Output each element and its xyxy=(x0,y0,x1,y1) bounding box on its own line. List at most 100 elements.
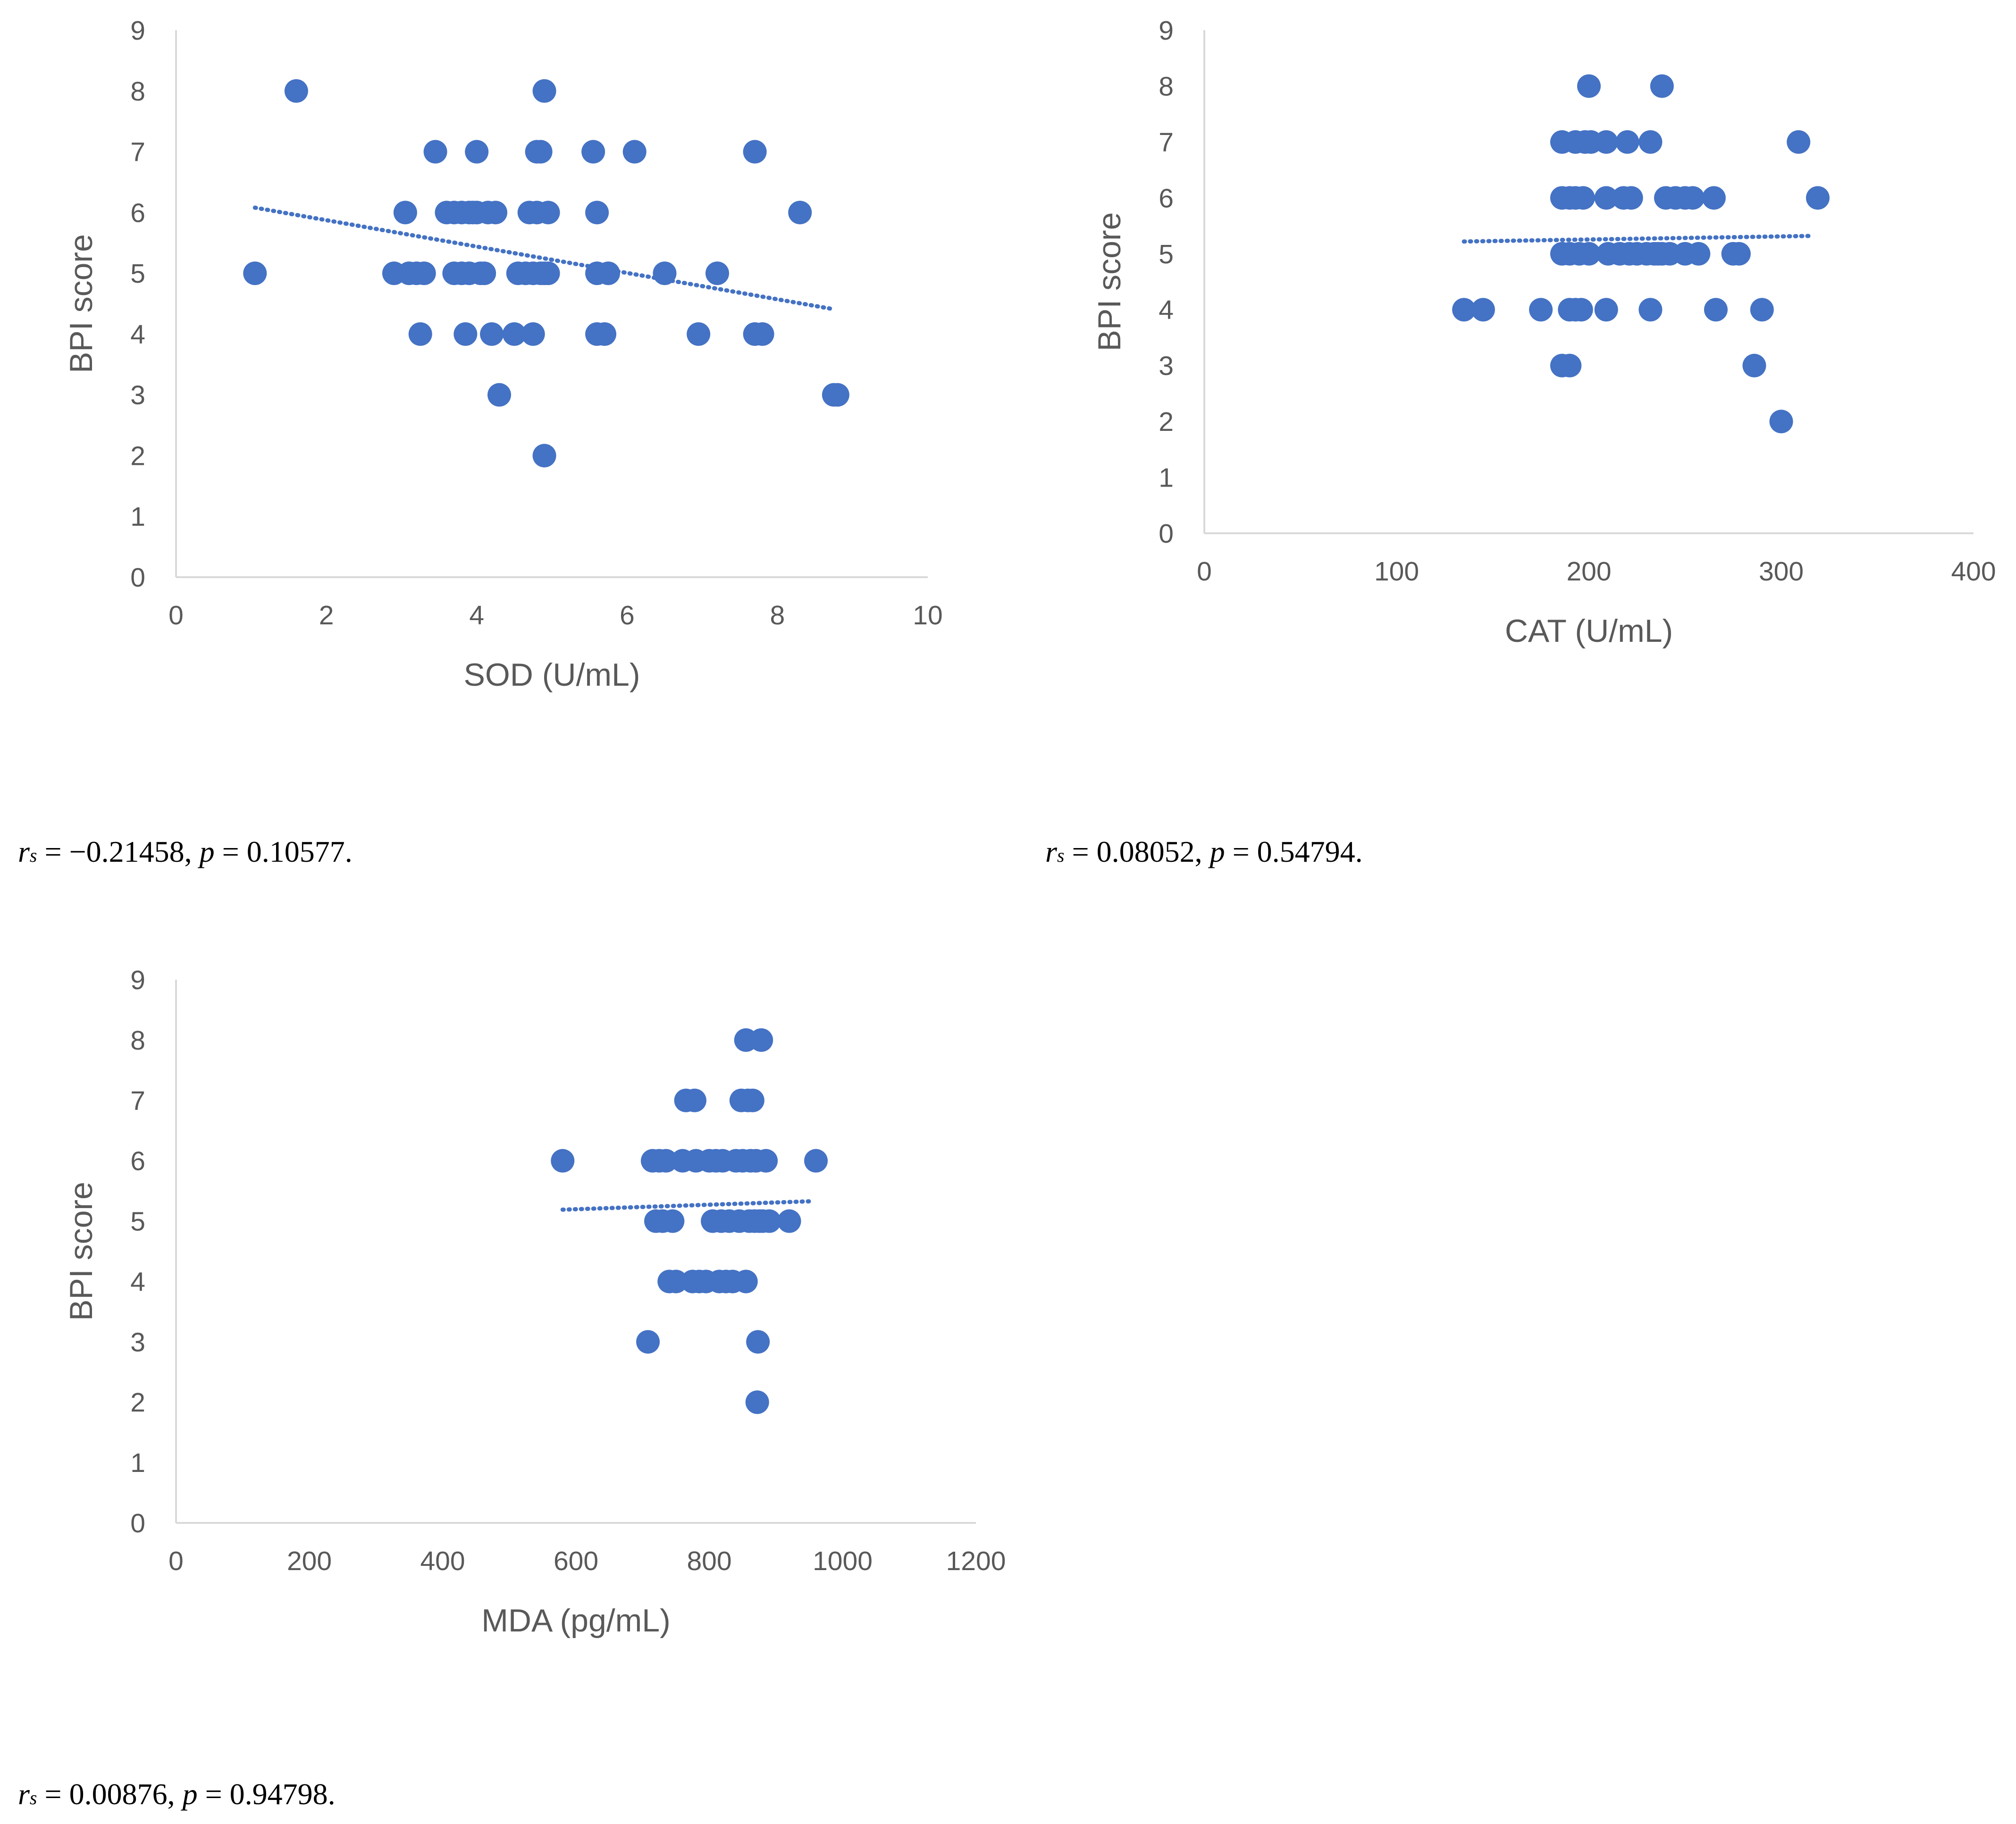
chart-mda-svg: 0 1 2 3 4 5 6 7 8 9 0 200 400 600 800 1000 1200 MDA (pg/m… xyxy=(63,965,1006,1639)
sod-y-axis-title: BPI score xyxy=(63,234,99,373)
mda-x-tick-label: 400 xyxy=(420,1546,465,1576)
sod-data-point xyxy=(454,322,478,346)
caption-cat-r-sub: s xyxy=(1057,845,1065,866)
mda-data-point xyxy=(551,1149,575,1173)
sod-y-tick-label: 3 xyxy=(130,380,145,411)
cat-y-axis-title: BPI score xyxy=(1092,212,1127,352)
mda-data-point xyxy=(754,1149,778,1173)
sod-data-point xyxy=(465,140,489,164)
mda-x-tick-label: 800 xyxy=(687,1546,731,1576)
cat-data-point xyxy=(1615,130,1639,154)
cat-y-tick-label: 4 xyxy=(1159,295,1174,325)
cat-y-tick-label: 6 xyxy=(1159,183,1174,213)
cat-data-point xyxy=(1619,186,1643,210)
sod-data-point xyxy=(521,322,545,346)
chart-mda: 0 1 2 3 4 5 6 7 8 9 0 200 400 600 800 1000 1200 MDA (pg/m… xyxy=(0,944,1085,1675)
cat-x-axis-title: CAT (U/mL) xyxy=(1505,613,1673,649)
cat-data-point xyxy=(1594,298,1618,322)
sod-data-point xyxy=(532,79,556,103)
mda-y-tick-label: 6 xyxy=(130,1146,145,1177)
cat-x-tick-label: 100 xyxy=(1374,556,1419,587)
sod-y-tick-label: 4 xyxy=(130,319,145,350)
cat-data-point xyxy=(1750,298,1774,322)
mda-x-tick-label: 0 xyxy=(168,1546,184,1576)
caption-sod-p: p xyxy=(199,835,215,868)
sod-data-point xyxy=(472,261,496,286)
mda-data-point xyxy=(682,1088,706,1112)
cat-x-tick-label: 300 xyxy=(1759,556,1804,587)
sod-data-point xyxy=(653,261,677,286)
cat-data-point xyxy=(1638,130,1663,154)
cat-data-point xyxy=(1742,353,1766,378)
cat-data-point xyxy=(1769,410,1793,434)
sod-data-point xyxy=(705,261,729,286)
mda-y-tick-label: 7 xyxy=(130,1086,145,1116)
mda-data-point xyxy=(740,1088,764,1112)
cat-data-point xyxy=(1569,298,1593,322)
sod-y-tick-label: 7 xyxy=(130,137,145,168)
cat-data-point xyxy=(1471,298,1495,322)
sod-y-tick-label: 8 xyxy=(130,76,145,107)
caption-mda: rs = 0.00876, p = 0.94798. xyxy=(18,1777,336,1812)
sod-y-tick-label: 6 xyxy=(130,198,145,228)
cat-x-tick-label: 0 xyxy=(1197,556,1212,587)
cat-y-tick-label: 8 xyxy=(1159,71,1174,101)
chart-sod: 0 1 2 3 4 5 6 7 8 9 0 2 4 6 8 10 SOD (U/mL) BPI score xyxy=(0,0,991,708)
sod-data-point xyxy=(502,322,526,346)
mda-y-tick-label: 4 xyxy=(130,1267,145,1297)
mda-data-point xyxy=(777,1209,801,1233)
mda-x-tick-label: 1000 xyxy=(813,1546,873,1576)
caption-mda-r: r xyxy=(18,1777,30,1811)
caption-cat-p: p xyxy=(1210,835,1225,868)
sod-data-point xyxy=(536,201,560,225)
sod-y-tick-label: 2 xyxy=(130,441,145,471)
chart-cat-svg: 0 1 2 3 4 5 6 7 8 9 0 100 200 300 400 CAT (U/mL) BPI sco… xyxy=(1092,16,1996,649)
sod-x-tick-label: 10 xyxy=(913,600,942,630)
cat-data-point xyxy=(1594,130,1618,154)
sod-x-tick-label: 2 xyxy=(319,600,334,630)
cat-data-point xyxy=(1806,186,1830,210)
mda-x-tick-label: 1200 xyxy=(946,1546,1006,1576)
sod-data-point xyxy=(487,383,511,407)
mda-data-point xyxy=(757,1209,781,1233)
mda-y-axis-title: BPI score xyxy=(63,1182,99,1321)
sod-trendline xyxy=(252,205,832,311)
sod-data-point xyxy=(825,383,849,407)
mda-trendline xyxy=(560,1199,815,1212)
sod-data-point xyxy=(480,322,504,346)
cat-data-point xyxy=(1704,298,1728,322)
sod-x-tick-label: 6 xyxy=(620,600,635,630)
caption-sod: rs = −0.21458, p = 0.10577. xyxy=(18,834,353,869)
sod-data-point xyxy=(408,322,432,346)
mda-y-tick-label: 1 xyxy=(130,1448,145,1478)
mda-data-point xyxy=(746,1330,770,1354)
sod-data-point xyxy=(393,201,417,225)
caption-cat-eq1: = 0.08052, xyxy=(1064,835,1210,868)
mda-y-tick-label: 8 xyxy=(130,1025,145,1056)
sod-data-point xyxy=(484,201,508,225)
caption-cat: rs = 0.08052, p = 0.54794. xyxy=(1045,834,1363,869)
cat-data-point xyxy=(1577,74,1601,98)
sod-data-point xyxy=(529,140,553,164)
caption-sod-r-sub: s xyxy=(29,845,37,866)
sod-data-point xyxy=(243,261,267,286)
sod-data-point xyxy=(284,79,308,103)
caption-mda-eq1: = 0.00876, xyxy=(37,1777,183,1811)
sod-data-point xyxy=(687,322,711,346)
caption-sod-r: r xyxy=(18,835,30,868)
sod-data-point xyxy=(532,444,556,468)
cat-data-point xyxy=(1594,186,1618,210)
caption-mda-r-sub: s xyxy=(29,1787,37,1808)
sod-x-tick-label: 0 xyxy=(168,600,184,630)
sod-y-tick-label: 1 xyxy=(130,502,145,532)
sod-x-tick-label: 8 xyxy=(770,600,785,630)
caption-cat-r: r xyxy=(1045,835,1057,868)
cat-data-point xyxy=(1687,242,1711,266)
mda-y-tick-label: 9 xyxy=(130,965,145,995)
cat-data-point xyxy=(1727,242,1751,266)
sod-data-point xyxy=(581,140,605,164)
mda-data-point xyxy=(745,1390,769,1414)
caption-mda-eq2: = 0.94798. xyxy=(197,1777,336,1811)
sod-data-point xyxy=(622,140,647,164)
sod-data-point xyxy=(750,322,774,346)
